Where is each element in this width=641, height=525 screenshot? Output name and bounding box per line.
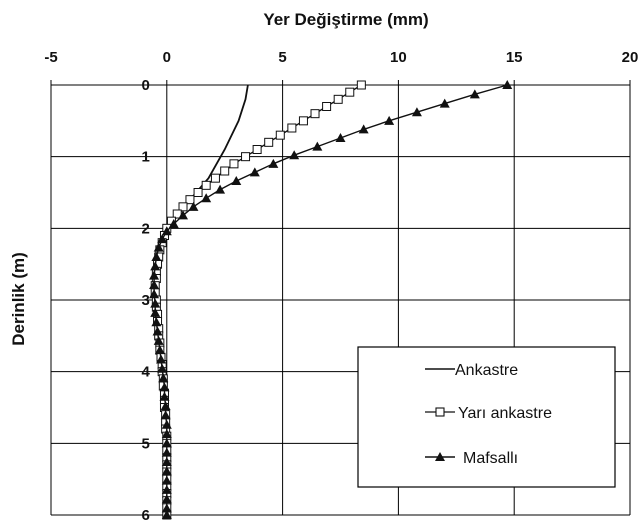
data-point-yari-ankastre <box>229 159 239 169</box>
data-point-mafsalli <box>153 242 164 252</box>
data-point-mafsalli <box>289 150 300 160</box>
y-tick-labels: 0 1 2 3 4 5 6 <box>141 77 150 524</box>
data-point-mafsalli <box>411 107 422 117</box>
data-point-mafsalli <box>159 382 170 392</box>
x-tick-label: 0 <box>163 49 171 66</box>
data-point-mafsalli <box>151 317 162 327</box>
data-point-mafsalli <box>161 226 172 236</box>
data-point-yari-ankastre <box>241 152 251 162</box>
data-point-mafsalli <box>161 503 172 513</box>
legend: Ankastre Yarı ankastre Mafsallı <box>357 346 616 488</box>
data-point-yari-ankastre <box>201 180 211 190</box>
data-point-mafsalli <box>161 510 172 519</box>
data-point-mafsalli <box>231 176 242 186</box>
data-point-mafsalli <box>156 354 167 364</box>
data-point-mafsalli <box>149 270 160 280</box>
data-point-mafsalli <box>335 133 346 143</box>
data-point-mafsalli <box>150 307 161 317</box>
data-point-yari-ankastre <box>298 116 308 126</box>
y-tick-label: 0 <box>141 77 149 94</box>
data-point-mafsalli <box>151 252 162 261</box>
data-point-yari-ankastre <box>345 87 355 97</box>
y-tick-label: 4 <box>141 364 150 381</box>
data-point-mafsalli <box>161 475 172 485</box>
data-point-yari-ankastre <box>333 94 343 104</box>
data-point-yari-ankastre <box>275 130 285 140</box>
data-point-yari-ankastre <box>185 195 195 205</box>
legend-label-ankastre: Ankastre <box>455 362 518 379</box>
data-point-mafsalli <box>154 345 165 355</box>
data-point-mafsalli <box>469 89 480 99</box>
data-point-yari-ankastre <box>264 137 274 147</box>
data-point-yari-ankastre <box>287 123 297 133</box>
x-tick-label: -5 <box>44 49 57 66</box>
y-tick-label: 6 <box>141 507 149 524</box>
x-tick-label: 15 <box>506 49 523 66</box>
data-point-mafsalli <box>502 80 513 89</box>
data-point-mafsalli <box>161 438 172 448</box>
data-point-yari-ankastre <box>220 166 230 176</box>
data-point-mafsalli <box>161 429 172 439</box>
data-point-yari-ankastre <box>252 145 262 154</box>
y-axis-title: Derinlik (m) <box>9 252 28 346</box>
data-point-mafsalli <box>149 279 160 289</box>
data-point-mafsalli <box>160 410 171 420</box>
data-point-mafsalli <box>160 401 171 411</box>
x-tick-label: 5 <box>278 49 286 66</box>
data-point-yari-ankastre <box>210 173 220 183</box>
data-point-mafsalli <box>249 167 260 177</box>
data-point-mafsalli <box>201 193 212 203</box>
x-tick-label: 20 <box>622 49 639 66</box>
data-point-mafsalli <box>358 124 369 134</box>
data-point-mafsalli <box>188 201 199 211</box>
data-point-yari-ankastre <box>322 102 332 111</box>
data-point-mafsalli <box>161 447 172 457</box>
data-point-mafsalli <box>161 466 172 476</box>
legend-marker-square <box>435 407 445 417</box>
data-point-mafsalli <box>159 391 170 401</box>
data-point-yari-ankastre <box>356 80 366 90</box>
data-point-mafsalli <box>161 456 172 466</box>
data-point-yari-ankastre <box>310 109 320 119</box>
data-point-mafsalli <box>161 484 172 494</box>
y-tick-label: 5 <box>141 435 149 452</box>
data-point-mafsalli <box>384 115 395 125</box>
y-tick-label: 1 <box>141 149 149 166</box>
x-axis-title: Yer Değiştirme (mm) <box>263 10 428 29</box>
data-point-mafsalli <box>153 335 164 345</box>
data-point-mafsalli <box>312 141 323 151</box>
data-point-mafsalli <box>215 184 226 194</box>
data-point-mafsalli <box>149 289 160 299</box>
data-point-mafsalli <box>161 494 172 504</box>
x-tick-labels: -5 0 5 10 15 20 <box>44 49 638 66</box>
data-point-mafsalli <box>168 219 179 229</box>
data-point-mafsalli <box>157 234 168 244</box>
data-point-mafsalli <box>161 419 172 429</box>
legend-label-yari-ankastre: Yarı ankastre <box>458 405 552 422</box>
legend-marker-triangle <box>435 452 445 461</box>
data-point-mafsalli <box>150 298 161 308</box>
data-point-yari-ankastre <box>193 188 203 197</box>
series-layer <box>149 80 513 520</box>
data-point-mafsalli <box>150 261 161 271</box>
data-point-mafsalli <box>157 363 168 373</box>
data-point-mafsalli <box>152 326 163 336</box>
data-point-mafsalli <box>439 98 450 108</box>
x-tick-label: 10 <box>390 49 407 66</box>
data-point-mafsalli <box>158 373 169 383</box>
data-point-mafsalli <box>178 210 189 220</box>
y-tick-label: 2 <box>141 220 149 237</box>
legend-label-mafsalli: Mafsallı <box>463 450 518 467</box>
legend-box <box>357 346 616 488</box>
y-tick-label: 3 <box>141 292 149 309</box>
data-point-mafsalli <box>268 158 279 168</box>
